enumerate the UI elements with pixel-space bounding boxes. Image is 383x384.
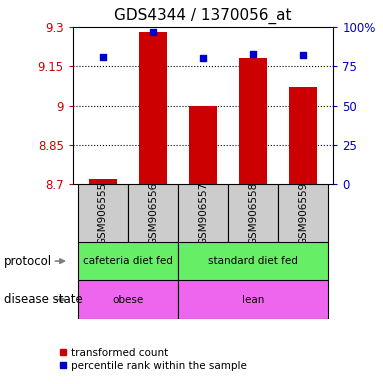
Point	[300, 52, 306, 58]
Title: GDS4344 / 1370056_at: GDS4344 / 1370056_at	[114, 8, 292, 24]
Legend: transformed count, percentile rank within the sample: transformed count, percentile rank withi…	[55, 344, 250, 375]
Bar	[189, 106, 217, 184]
Text: disease state: disease state	[4, 293, 83, 306]
Text: GSM906558: GSM906558	[248, 182, 258, 245]
Bar	[89, 179, 116, 184]
Bar	[78, 280, 178, 319]
Bar	[178, 184, 228, 242]
Bar	[78, 242, 178, 280]
Point	[250, 51, 256, 57]
Point	[200, 55, 206, 61]
Point	[150, 28, 156, 35]
Text: standard diet fed: standard diet fed	[208, 256, 298, 266]
Bar	[178, 242, 328, 280]
Point	[100, 54, 106, 60]
Bar	[78, 184, 128, 242]
Bar	[139, 32, 167, 184]
Bar	[128, 184, 178, 242]
Text: cafeteria diet fed: cafeteria diet fed	[83, 256, 173, 266]
Bar	[228, 184, 278, 242]
Text: GSM906555: GSM906555	[98, 182, 108, 245]
Text: protocol: protocol	[4, 255, 52, 268]
Text: obese: obese	[112, 295, 144, 305]
Bar	[278, 184, 328, 242]
Bar	[239, 58, 267, 184]
Bar	[178, 280, 328, 319]
Bar	[290, 87, 317, 184]
Text: lean: lean	[242, 295, 264, 305]
Text: GSM906556: GSM906556	[148, 182, 158, 245]
Text: GSM906557: GSM906557	[198, 182, 208, 245]
Text: GSM906559: GSM906559	[298, 182, 308, 245]
